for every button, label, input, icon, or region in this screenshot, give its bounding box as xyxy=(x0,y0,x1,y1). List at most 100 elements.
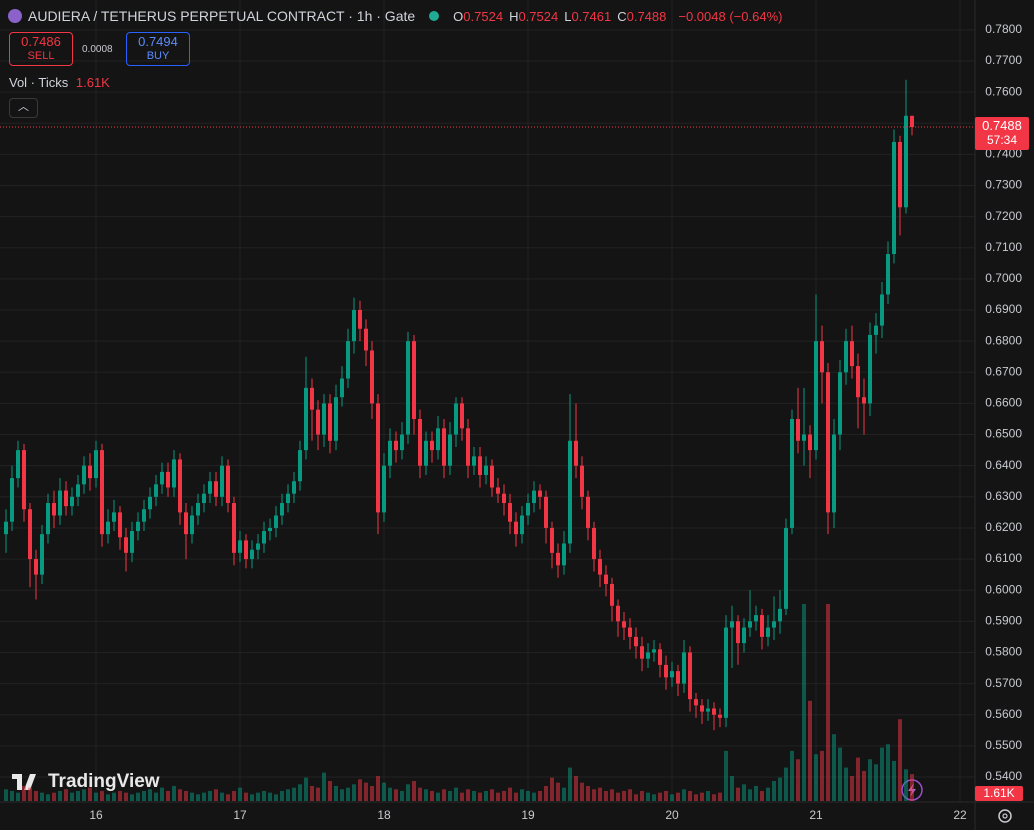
volume-bar xyxy=(502,790,506,801)
volume-bar xyxy=(706,790,710,801)
volume-bar xyxy=(802,604,806,801)
volume-bar xyxy=(898,719,902,801)
volume-bar xyxy=(214,789,218,801)
volume-bar xyxy=(784,767,788,801)
change: −0.0048 (−0.64%) xyxy=(678,8,783,24)
candle-body xyxy=(808,434,812,451)
candle-body xyxy=(526,503,530,516)
candle-body xyxy=(640,646,644,659)
volume-bar xyxy=(430,790,434,801)
volume-bar xyxy=(154,792,158,801)
volume-bar xyxy=(580,782,584,801)
y-tick-label: 0.7800 xyxy=(985,22,1022,36)
volume-bar xyxy=(646,792,650,801)
x-tick-label: 22 xyxy=(953,808,967,822)
volume-bar xyxy=(172,785,176,801)
volume-bar xyxy=(700,792,704,801)
y-tick-label: 0.5700 xyxy=(985,676,1022,690)
volume-bar xyxy=(316,787,320,801)
candle-body xyxy=(826,372,830,513)
candle-body xyxy=(754,615,758,622)
candle-body xyxy=(802,434,806,441)
volume-bar xyxy=(52,792,56,801)
volume-bar xyxy=(94,792,98,801)
volume-bar xyxy=(394,789,398,801)
y-tick-label: 0.7000 xyxy=(985,271,1022,285)
volume-bar xyxy=(424,789,428,801)
candle-body xyxy=(406,341,410,435)
volume-bar xyxy=(850,775,854,801)
settings-button[interactable] xyxy=(998,809,1012,823)
volume-bar xyxy=(142,790,146,801)
volume-bar xyxy=(64,789,68,801)
candle-body xyxy=(694,699,698,706)
volume-bar xyxy=(838,747,842,801)
ohlc-label: C xyxy=(617,8,627,24)
volume-bar xyxy=(40,792,44,801)
candle-body xyxy=(688,652,692,700)
y-tick-label: 0.5800 xyxy=(985,645,1022,659)
volume-bar xyxy=(220,792,224,801)
candle-body xyxy=(796,418,800,441)
y-tick-label: 0.7600 xyxy=(985,84,1022,98)
volume-bar xyxy=(190,792,194,801)
volume-bar xyxy=(250,794,254,801)
y-tick-label: 0.6400 xyxy=(985,458,1022,472)
candle-body xyxy=(448,434,452,466)
candle-body xyxy=(352,310,356,342)
sell-button[interactable]: 0.7486 SELL xyxy=(9,32,73,66)
y-tick-label: 0.5500 xyxy=(985,738,1022,752)
volume-bar xyxy=(748,789,752,801)
volume-bar xyxy=(856,757,860,801)
candle-body xyxy=(718,714,722,718)
volume-tag: 1.61K xyxy=(975,786,1023,801)
candle-body xyxy=(550,527,554,553)
volume-bar xyxy=(460,792,464,801)
volume-bar xyxy=(202,792,206,801)
volume-bar xyxy=(322,772,326,801)
candle-body xyxy=(730,621,734,628)
candle-body xyxy=(466,428,470,466)
volume-bar xyxy=(106,794,110,801)
candle-body xyxy=(10,478,14,522)
symbol-title[interactable]: AUDIERA / TETHERUS PERPETUAL CONTRACT · … xyxy=(28,8,416,24)
volume-bar xyxy=(100,790,104,801)
volume-bar xyxy=(622,790,626,801)
spread: 0.0008 xyxy=(82,44,113,55)
volume-bar xyxy=(28,787,32,801)
candle-body xyxy=(220,465,224,497)
volume-bar xyxy=(598,787,602,801)
candle-body xyxy=(580,465,584,497)
candle-body xyxy=(76,484,80,497)
candle-body xyxy=(430,440,434,451)
candle-body xyxy=(292,481,296,494)
volume-bar xyxy=(196,794,200,801)
volume-bar xyxy=(592,789,596,801)
volume-bar xyxy=(412,780,416,801)
volume-bar xyxy=(730,775,734,801)
volume-bar xyxy=(370,785,374,801)
y-tick-label: 0.7700 xyxy=(985,53,1022,67)
ohlc-value: 0.7524 xyxy=(463,8,504,24)
volume-bar xyxy=(364,782,368,801)
collapse-button[interactable]: ︿ xyxy=(9,98,38,118)
sell-price: 0.7486 xyxy=(21,34,61,49)
volume-bar xyxy=(22,785,26,801)
candle-body xyxy=(412,341,416,419)
candle-body xyxy=(316,409,320,435)
candle-body xyxy=(742,627,746,644)
candle-body xyxy=(106,521,110,535)
volume-bar xyxy=(256,792,260,801)
volume-bar xyxy=(772,780,776,801)
y-tick-label: 0.6300 xyxy=(985,489,1022,503)
candle-body xyxy=(538,490,542,497)
candle-body xyxy=(502,493,506,504)
candle-body xyxy=(766,627,770,637)
volume-bar xyxy=(676,792,680,801)
buy-button[interactable]: 0.7494 BUY xyxy=(126,32,190,66)
candle-body xyxy=(562,543,566,566)
y-tick-label: 0.6800 xyxy=(985,333,1022,347)
candle-body xyxy=(442,428,446,466)
candle-body xyxy=(118,512,122,538)
